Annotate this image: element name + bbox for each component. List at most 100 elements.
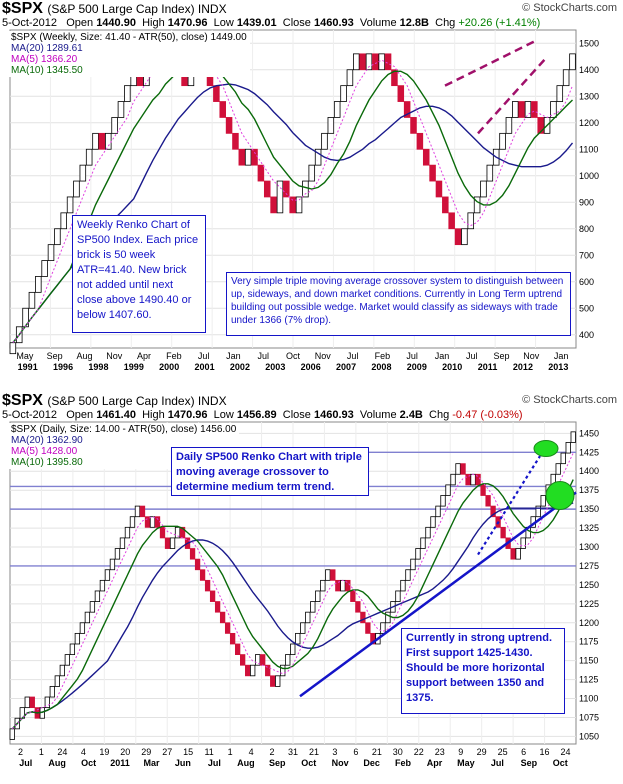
brick-down bbox=[454, 228, 462, 246]
x-year-label: 2009 bbox=[407, 362, 427, 372]
brick-up bbox=[275, 675, 281, 687]
x-tick-label: 21 bbox=[309, 747, 319, 757]
ma20-line bbox=[11, 502, 574, 730]
brick-down bbox=[391, 69, 398, 87]
x-tick-label: Feb bbox=[375, 351, 391, 361]
brick-up bbox=[129, 516, 136, 528]
x-tick-label: Jul bbox=[466, 351, 478, 361]
brick-up bbox=[119, 537, 126, 549]
brick-up bbox=[486, 164, 494, 182]
bottom-quote-header: 5-Oct-2012 Open 1461.40 High 1470.96 Low… bbox=[2, 409, 523, 421]
x-year-label: 2012 bbox=[513, 362, 533, 372]
x-year-label: Oct bbox=[553, 758, 568, 768]
brick-down bbox=[260, 654, 266, 666]
y-tick-label: 1100 bbox=[579, 694, 598, 704]
brick-down bbox=[350, 590, 356, 602]
brick-up bbox=[285, 654, 291, 666]
y-tick-label: 1400 bbox=[579, 65, 599, 75]
brick-down bbox=[429, 164, 436, 182]
brick-up bbox=[295, 632, 301, 645]
x-tick-label: Jan bbox=[435, 351, 450, 361]
x-year-label: Sep bbox=[269, 758, 286, 768]
brick-up bbox=[244, 148, 252, 166]
brick-down bbox=[224, 622, 231, 634]
brick-up bbox=[85, 148, 93, 166]
brick-up bbox=[66, 196, 74, 214]
brick-down bbox=[194, 558, 201, 571]
top-stockcharts-logo: © StockCharts.com bbox=[522, 2, 617, 14]
brick-down bbox=[219, 101, 226, 118]
x-year-label: Jun bbox=[175, 758, 191, 768]
brick-up bbox=[295, 196, 303, 214]
brick-up bbox=[134, 505, 141, 518]
legend-price: $SPX (Daily, Size: 14.00 - ATR(50), clos… bbox=[11, 424, 237, 435]
x-year-label: 2000 bbox=[159, 362, 179, 372]
legend-ma10: MA(10) 1395.80 bbox=[11, 457, 83, 468]
y-tick-label: 800 bbox=[579, 224, 594, 234]
brick-down bbox=[257, 164, 265, 182]
brick-down bbox=[359, 53, 366, 71]
brick-down bbox=[537, 117, 544, 134]
brick-down bbox=[232, 132, 239, 150]
x-year-label: 2011 bbox=[478, 362, 498, 372]
brick-up bbox=[250, 664, 256, 677]
y-tick-label: 500 bbox=[579, 303, 594, 313]
brick-up bbox=[60, 212, 67, 230]
brick-down bbox=[234, 643, 241, 655]
brick-up bbox=[9, 728, 15, 740]
brick-up bbox=[535, 505, 541, 518]
y-tick-label: 700 bbox=[579, 250, 594, 260]
x-tick-label: Jul bbox=[347, 351, 359, 361]
x-tick-label: 29 bbox=[141, 747, 151, 757]
x-year-label: Oct bbox=[81, 758, 96, 768]
y-tick-label: 1050 bbox=[579, 731, 599, 741]
brick-up bbox=[59, 664, 65, 677]
x-tick-label: Jan bbox=[226, 351, 241, 361]
brick-down bbox=[345, 579, 351, 592]
brick-down bbox=[164, 537, 171, 549]
brick-up bbox=[325, 569, 331, 581]
x-year-label: Jul bbox=[208, 758, 221, 768]
y-tick-label: 1225 bbox=[579, 599, 599, 609]
brick-down bbox=[435, 180, 443, 198]
brick-up bbox=[124, 85, 131, 102]
x-year-label: Oct bbox=[301, 758, 316, 768]
brick-up bbox=[565, 442, 571, 454]
brick-down bbox=[485, 495, 491, 507]
weekly-renko-panel: $SPX (S&P 500 Large Cap Index) INDX © St… bbox=[2, 0, 617, 372]
support-marker-1375 bbox=[545, 480, 575, 510]
x-tick-label: 11 bbox=[204, 747, 213, 757]
brick-down bbox=[355, 601, 361, 613]
brick-down bbox=[263, 180, 271, 198]
y-tick-label: 1325 bbox=[579, 523, 599, 533]
brick-up bbox=[505, 117, 513, 134]
x-year-label: Sep bbox=[521, 758, 538, 768]
brick-up bbox=[520, 537, 526, 549]
brick-up bbox=[300, 622, 306, 634]
brick-up bbox=[99, 579, 106, 592]
brick-up bbox=[445, 484, 451, 496]
brick-down bbox=[480, 484, 486, 496]
brick-up bbox=[385, 611, 391, 624]
x-tick-label: Jul bbox=[198, 351, 210, 361]
brick-up bbox=[365, 53, 373, 71]
y-tick-label: 1400 bbox=[579, 466, 599, 476]
x-tick-label: Oct bbox=[286, 351, 301, 361]
brick-up bbox=[333, 101, 341, 118]
x-tick-label: 19 bbox=[99, 747, 109, 757]
x-tick-label: 21 bbox=[372, 747, 382, 757]
brick-up bbox=[435, 505, 441, 518]
x-tick-label: 30 bbox=[393, 747, 403, 757]
brick-down bbox=[460, 463, 466, 475]
x-tick-label: 6 bbox=[353, 747, 358, 757]
bottom-stockcharts-logo: © StockCharts.com bbox=[522, 394, 617, 406]
brick-up bbox=[473, 196, 481, 214]
y-tick-label: 1125 bbox=[579, 675, 598, 685]
brick-up bbox=[124, 526, 131, 539]
brick-down bbox=[360, 611, 366, 624]
brick-up bbox=[84, 611, 91, 624]
x-tick-label: Aug bbox=[76, 351, 92, 361]
y-tick-label: 1375 bbox=[579, 485, 599, 495]
top-quote-header: 5-Oct-2012 Open 1440.90 High 1470.96 Low… bbox=[2, 17, 541, 29]
brick-up bbox=[174, 526, 181, 539]
